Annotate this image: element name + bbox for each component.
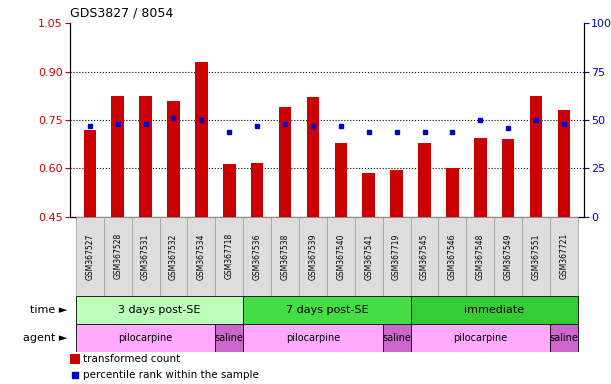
- Text: saline: saline: [382, 333, 411, 343]
- Text: time ►: time ►: [30, 305, 67, 315]
- Bar: [271, 217, 299, 296]
- Text: GSM367719: GSM367719: [392, 233, 401, 280]
- Bar: [411, 296, 578, 324]
- Text: GSM367531: GSM367531: [141, 233, 150, 280]
- Bar: [550, 324, 578, 352]
- Text: GDS3827 / 8054: GDS3827 / 8054: [70, 6, 174, 19]
- Bar: [446, 169, 459, 217]
- Text: GSM367545: GSM367545: [420, 233, 429, 280]
- Bar: [550, 217, 578, 296]
- Text: transformed count: transformed count: [83, 354, 180, 364]
- Text: GSM367548: GSM367548: [476, 233, 485, 280]
- Bar: [223, 164, 235, 217]
- Bar: [188, 217, 215, 296]
- Bar: [466, 217, 494, 296]
- Text: GSM367540: GSM367540: [336, 233, 345, 280]
- Text: percentile rank within the sample: percentile rank within the sample: [83, 370, 259, 380]
- Bar: [104, 217, 131, 296]
- Text: GSM367718: GSM367718: [225, 233, 234, 280]
- Text: pilocarpine: pilocarpine: [453, 333, 507, 343]
- Bar: [558, 110, 570, 217]
- Text: GSM367551: GSM367551: [532, 233, 541, 280]
- Bar: [70, 354, 79, 364]
- Bar: [411, 217, 439, 296]
- Bar: [76, 296, 243, 324]
- Bar: [530, 96, 543, 217]
- Bar: [327, 217, 355, 296]
- Bar: [139, 96, 152, 217]
- Text: GSM367539: GSM367539: [309, 233, 318, 280]
- Bar: [76, 324, 215, 352]
- Text: immediate: immediate: [464, 305, 524, 315]
- Bar: [159, 217, 188, 296]
- Bar: [382, 217, 411, 296]
- Bar: [299, 217, 327, 296]
- Bar: [76, 217, 104, 296]
- Bar: [335, 142, 347, 217]
- Bar: [195, 62, 208, 217]
- Bar: [84, 130, 96, 217]
- Bar: [390, 170, 403, 217]
- Bar: [419, 142, 431, 217]
- Text: agent ►: agent ►: [23, 333, 67, 343]
- Text: GSM367541: GSM367541: [364, 233, 373, 280]
- Text: GSM367546: GSM367546: [448, 233, 457, 280]
- Text: GSM367528: GSM367528: [113, 233, 122, 280]
- Bar: [243, 296, 411, 324]
- Bar: [355, 217, 382, 296]
- Bar: [494, 217, 522, 296]
- Bar: [307, 98, 319, 217]
- Bar: [439, 217, 466, 296]
- Bar: [522, 217, 550, 296]
- Bar: [474, 138, 486, 217]
- Text: GSM367527: GSM367527: [86, 233, 94, 280]
- Bar: [215, 217, 243, 296]
- Text: pilocarpine: pilocarpine: [119, 333, 173, 343]
- Bar: [502, 139, 514, 217]
- Text: GSM367538: GSM367538: [280, 233, 290, 280]
- Bar: [243, 324, 382, 352]
- Bar: [167, 101, 180, 217]
- Bar: [243, 217, 271, 296]
- Bar: [251, 163, 263, 217]
- Bar: [411, 324, 550, 352]
- Text: 3 days post-SE: 3 days post-SE: [119, 305, 200, 315]
- Text: saline: saline: [215, 333, 244, 343]
- Text: GSM367532: GSM367532: [169, 233, 178, 280]
- Bar: [279, 107, 291, 217]
- Text: GSM367536: GSM367536: [253, 233, 262, 280]
- Bar: [131, 217, 159, 296]
- Text: GSM367549: GSM367549: [503, 233, 513, 280]
- Text: pilocarpine: pilocarpine: [286, 333, 340, 343]
- Bar: [382, 324, 411, 352]
- Bar: [215, 324, 243, 352]
- Bar: [362, 173, 375, 217]
- Text: GSM367534: GSM367534: [197, 233, 206, 280]
- Text: saline: saline: [549, 333, 579, 343]
- Text: GSM367721: GSM367721: [560, 233, 568, 280]
- Bar: [111, 96, 124, 217]
- Text: 7 days post-SE: 7 days post-SE: [285, 305, 368, 315]
